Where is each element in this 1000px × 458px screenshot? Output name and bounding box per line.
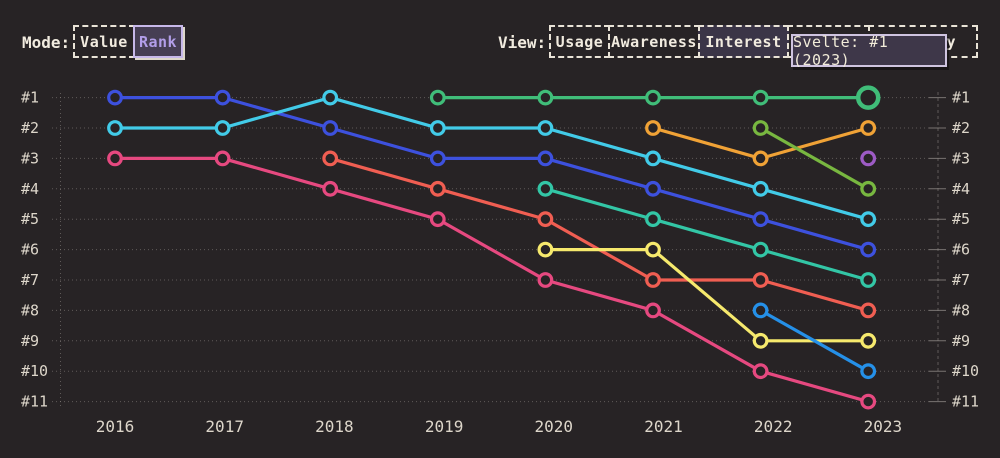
year-label-2019: 2019 (425, 417, 464, 436)
point-series-cyan-2023[interactable] (860, 211, 877, 228)
mode-label: Mode: (22, 33, 71, 52)
point-series-yellow-2020[interactable] (537, 241, 554, 258)
point-series-teal-2023[interactable] (860, 272, 877, 288)
point-series-cyan-2018[interactable] (322, 89, 339, 106)
point-series-salmon-2022[interactable] (752, 272, 769, 288)
point-series-pink-2020[interactable] (537, 272, 554, 288)
point-series-teal-2022[interactable] (752, 241, 769, 258)
point-series-pink-2017[interactable] (214, 150, 231, 167)
point-series-salmon-2018[interactable] (322, 150, 339, 167)
point-series-orange-2023[interactable] (860, 120, 877, 136)
rank-label-left-7: #7 (21, 271, 39, 289)
point-svelte-2019[interactable] (429, 89, 446, 106)
year-label-2022: 2022 (754, 417, 793, 436)
line-series-skyblue (759, 309, 869, 373)
rank-label-right-9: #9 (952, 332, 970, 350)
point-series-blue-2018[interactable] (322, 120, 339, 136)
point-series-blue-2020[interactable] (537, 150, 554, 167)
point-series-yellow-2022[interactable] (752, 332, 769, 349)
point-svelte-2023[interactable] (855, 85, 881, 110)
rank-label-left-9: #9 (21, 332, 39, 350)
point-series-yellow-2021[interactable] (645, 241, 661, 258)
rank-label-right-3: #3 (952, 149, 970, 167)
rank-label-right-5: #5 (952, 210, 970, 228)
rank-label-right-8: #8 (952, 301, 970, 319)
point-series-pink-2019[interactable] (429, 211, 446, 228)
point-series-cyan-2022[interactable] (752, 180, 769, 197)
point-series-blue-2023[interactable] (860, 241, 877, 258)
year-label-2023: 2023 (864, 417, 903, 436)
rank-label-left-1: #1 (21, 89, 39, 107)
point-series-cyan-2019[interactable] (429, 120, 446, 136)
year-label-2017: 2017 (205, 417, 244, 436)
rank-label-right-4: #4 (952, 180, 970, 198)
view-label: View: (498, 33, 547, 52)
rank-label-left-6: #6 (21, 241, 39, 259)
point-series-salmon-2020[interactable] (537, 211, 554, 228)
rank-label-left-10: #10 (21, 362, 48, 380)
point-series-blue-2016[interactable] (107, 89, 123, 106)
view-button-usage[interactable]: Usage (549, 25, 610, 58)
point-series-pink-2021[interactable] (645, 302, 661, 319)
point-series-cyan-2017[interactable] (214, 120, 231, 136)
point-series-salmon-2023[interactable] (860, 302, 877, 319)
rank-label-right-10: #10 (952, 362, 979, 380)
point-series-orange-2022[interactable] (752, 150, 769, 167)
rank-label-right-7: #7 (952, 271, 970, 289)
rank-label-right-6: #6 (952, 241, 970, 259)
rank-label-right-11: #11 (952, 393, 979, 411)
point-series-salmon-2021[interactable] (645, 272, 661, 288)
line-series-teal (544, 187, 869, 282)
rank-label-left-4: #4 (21, 180, 39, 198)
point-series-yellow-2023[interactable] (860, 332, 877, 349)
view-button-awareness[interactable]: Awareness (608, 25, 700, 58)
point-series-cyan-2021[interactable] (645, 150, 661, 167)
line-series-salmon (329, 156, 869, 312)
view-button-interest[interactable]: Interest (698, 25, 789, 58)
point-svelte-2022[interactable] (752, 89, 769, 106)
year-label-2020: 2020 (535, 417, 574, 436)
point-series-skyblue-2022[interactable] (752, 302, 769, 319)
rank-label-left-3: #3 (21, 149, 39, 167)
rank-label-left-11: #11 (21, 393, 48, 411)
point-series-blue-2019[interactable] (429, 150, 446, 167)
point-series-skyblue-2023[interactable] (860, 363, 877, 380)
mode-button-rank[interactable]: Rank (133, 25, 183, 58)
mode-button-value[interactable]: Value (73, 25, 135, 58)
point-series-pink-2016[interactable] (107, 150, 123, 167)
point-svelte-2021[interactable] (645, 89, 661, 106)
point-series-orange-2021[interactable] (645, 120, 661, 136)
point-series-blue-2017[interactable] (214, 89, 231, 106)
line-series-pink (115, 156, 869, 404)
year-label-2021: 2021 (644, 417, 683, 436)
point-series-lightgreen-2023[interactable] (860, 180, 877, 197)
line-series-cyan (115, 95, 869, 221)
tooltip: Svelte: #1 (2023) (791, 33, 947, 69)
rank-label-left-8: #8 (21, 301, 39, 319)
point-series-cyan-2020[interactable] (537, 120, 554, 136)
point-svelte-2020[interactable] (537, 89, 554, 106)
line-series-blue (115, 95, 869, 252)
point-series-salmon-2019[interactable] (429, 180, 446, 197)
rank-label-right-1: #1 (952, 89, 970, 107)
point-series-purple-2023[interactable] (860, 150, 877, 167)
rank-label-left-2: #2 (21, 119, 39, 137)
line-series-lightgreen (759, 126, 869, 191)
point-series-pink-2018[interactable] (322, 180, 339, 197)
point-series-teal-2021[interactable] (645, 211, 661, 228)
point-series-blue-2021[interactable] (645, 180, 661, 197)
rank-label-right-2: #2 (952, 119, 970, 137)
rank-label-left-5: #5 (21, 210, 39, 228)
year-label-2018: 2018 (315, 417, 354, 436)
point-series-teal-2020[interactable] (537, 180, 554, 197)
point-series-pink-2022[interactable] (752, 363, 769, 380)
year-label-2016: 2016 (96, 417, 135, 436)
point-series-cyan-2016[interactable] (107, 120, 123, 136)
point-series-pink-2023[interactable] (860, 393, 877, 410)
point-series-lightgreen-2022[interactable] (752, 120, 769, 136)
point-series-blue-2022[interactable] (752, 211, 769, 228)
